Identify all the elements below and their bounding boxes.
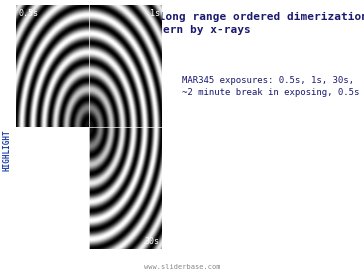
Text: www.sliderbase.com: www.sliderbase.com [144, 264, 220, 270]
Text: CuIr₂S₄: Melting the long range ordered dimerization
pattern by x-rays: CuIr₂S₄: Melting the long range ordered … [17, 12, 364, 35]
Text: 0.5s: 0.5s [19, 9, 39, 18]
Text: MAR345 exposures: 0.5s, 1s, 30s,
~2 minute break in exposing, 0.5s: MAR345 exposures: 0.5s, 1s, 30s, ~2 minu… [182, 76, 359, 97]
Text: 1s: 1s [150, 9, 160, 18]
Text: HIGHLIGHT: HIGHLIGHT [3, 130, 12, 171]
Text: 30s: 30s [145, 237, 160, 246]
